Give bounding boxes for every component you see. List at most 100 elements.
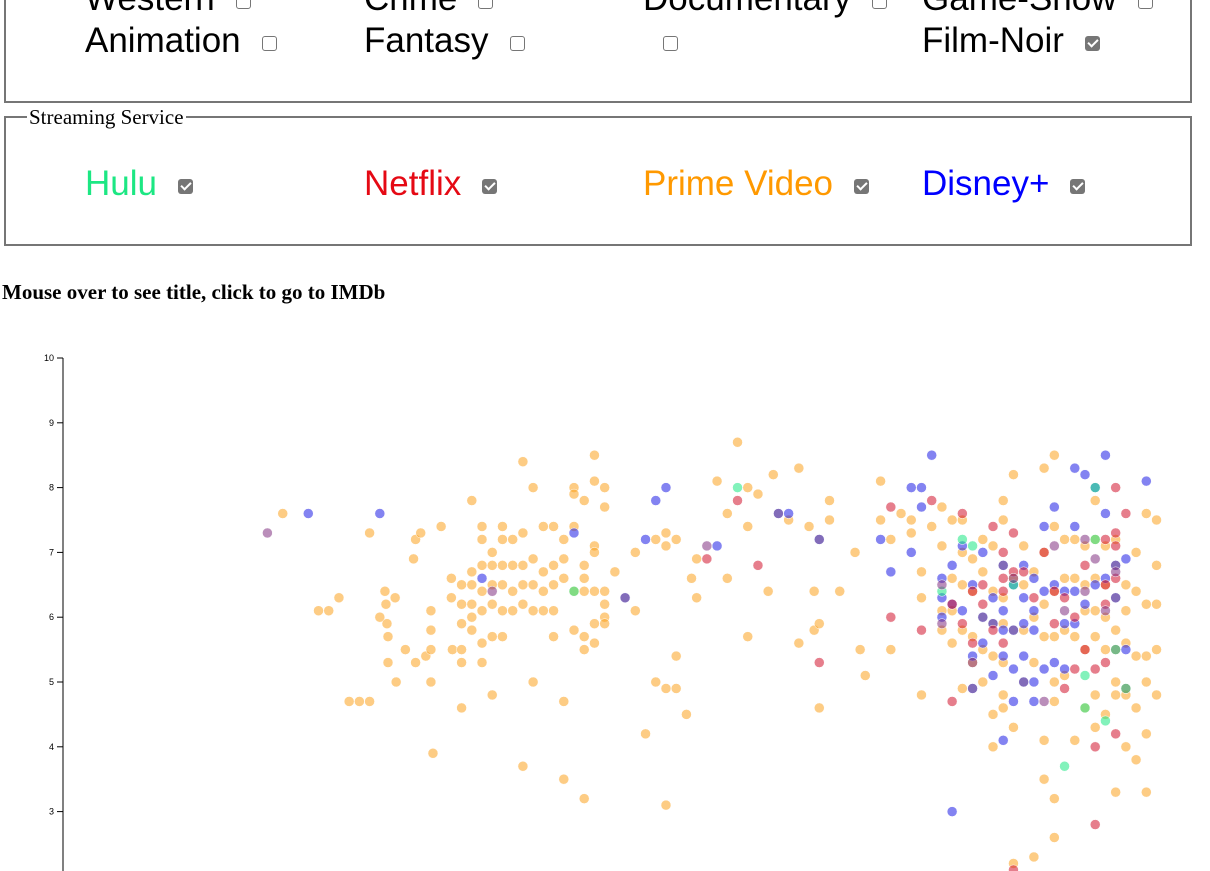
movie-dot-disney-[interactable] [303, 508, 314, 519]
movie-dot-prime-video[interactable] [466, 495, 478, 506]
movie-dot-netflix[interactable] [957, 618, 968, 629]
movie-dot-prime-video[interactable] [793, 637, 805, 649]
movie-dot-prime-video[interactable] [374, 611, 386, 623]
movie-dot-prime-video[interactable] [768, 469, 779, 480]
movie-dot-prime-video[interactable] [599, 586, 610, 597]
service-option-hulu[interactable]: Hulu [85, 164, 193, 204]
movie-dot-prime-video[interactable] [1038, 462, 1050, 474]
movie-dot-prime-video[interactable] [538, 605, 549, 616]
service-option-disney--checkbox[interactable] [1070, 178, 1086, 194]
movie-dot-prime-video[interactable] [456, 644, 467, 655]
movie-dot-prime-video[interactable] [1089, 495, 1101, 506]
movie-dot-prime-video[interactable] [1110, 676, 1121, 688]
movie-dot-prime-video[interactable] [936, 540, 948, 552]
movie-dot-prime-video[interactable] [408, 553, 419, 565]
movie-dot-disney-[interactable] [1120, 644, 1132, 655]
movie-dot-prime-video[interactable] [681, 709, 692, 720]
movie-dot-prime-video[interactable] [803, 521, 815, 532]
movie-dot-prime-video[interactable] [578, 560, 590, 571]
movie-dot-prime-video[interactable] [752, 488, 764, 500]
movie-dot-prime-video[interactable] [456, 579, 467, 591]
movie-dot-prime-video[interactable] [333, 592, 345, 604]
genre-option-film-noir-checkbox[interactable] [1084, 35, 1100, 51]
movie-dot-prime-video[interactable] [497, 579, 508, 591]
movie-dot-prime-video[interactable] [558, 696, 570, 707]
movie-dot-prime-video[interactable] [977, 534, 989, 545]
movie-dot-prime-video[interactable] [558, 553, 570, 565]
movie-dot-prime-video[interactable] [568, 488, 580, 500]
movie-dot-netflix[interactable] [1038, 547, 1050, 558]
genre-option-film-noir[interactable]: Film-Noir [922, 21, 1100, 61]
movie-dot-prime-video[interactable] [599, 618, 610, 629]
movie-dot-netflix[interactable] [1089, 819, 1101, 830]
movie-dot-prime-video[interactable] [476, 605, 488, 616]
genre-option-fantasy-checkbox[interactable] [509, 35, 525, 51]
movie-dot-prime-video[interactable] [824, 495, 835, 506]
movie-dot-prime-video[interactable] [527, 676, 539, 688]
movie-dot-prime-video[interactable] [1069, 573, 1081, 584]
movie-dot-netflix[interactable] [1100, 657, 1111, 668]
movie-dot-disney-[interactable] [997, 560, 1009, 571]
movie-dot-prime-video[interactable] [466, 611, 478, 623]
movie-dot-netflix[interactable] [1110, 540, 1121, 552]
movie-dot-prime-video[interactable] [589, 547, 600, 558]
movie-dot-netflix[interactable] [997, 586, 1009, 597]
movie-dot-disney-[interactable] [1038, 586, 1050, 597]
movie-dot-prime-video[interactable] [1151, 644, 1162, 655]
movie-dot-prime-video[interactable] [808, 586, 820, 597]
movie-dot-prime-video[interactable] [578, 573, 590, 584]
movie-dot-prime-video[interactable] [957, 579, 968, 591]
movie-dot-prime-video[interactable] [691, 592, 702, 604]
movie-dot-prime-video[interactable] [466, 579, 478, 591]
service-option-prime-video[interactable]: Prime Video [643, 164, 870, 204]
movie-dot-prime-video[interactable] [390, 676, 402, 688]
movie-dot-netflix[interactable] [1069, 663, 1081, 675]
movie-dot-netflix[interactable] [1008, 864, 1019, 871]
movie-dot-prime-video[interactable] [906, 527, 917, 539]
movie-dot-disney-[interactable] [875, 534, 886, 545]
movie-dot-disney-[interactable] [987, 670, 999, 681]
movie-dot-prime-video[interactable] [1130, 586, 1142, 597]
movie-dot-prime-video[interactable] [558, 573, 570, 584]
movie-dot-prime-video[interactable] [1069, 534, 1081, 545]
movie-dot-netflix-disney-[interactable] [1049, 540, 1060, 552]
movie-dot-prime-video[interactable] [997, 514, 1009, 526]
movie-dot-prime-video[interactable] [415, 527, 426, 539]
movie-dot-netflix[interactable] [1110, 482, 1121, 493]
movie-dot-netflix[interactable] [1059, 592, 1070, 604]
movie-dot-disney-[interactable] [1141, 475, 1152, 487]
movie-dot-hulu[interactable] [1110, 644, 1121, 655]
movie-dot-disney-[interactable] [906, 547, 917, 558]
movie-dot-prime-video[interactable] [527, 482, 539, 493]
movie-dot-disney-[interactable] [906, 482, 917, 493]
movie-dot-prime-video[interactable] [814, 618, 825, 629]
movie-dot-disney-[interactable] [1079, 598, 1091, 610]
movie-dot-prime-video[interactable] [834, 586, 845, 597]
movie-dot-netflix[interactable] [1100, 534, 1111, 545]
movie-dot-prime-video[interactable] [1130, 754, 1142, 766]
movie-dot-netflix[interactable] [977, 598, 989, 610]
movie-dot-prime-video[interactable] [456, 598, 467, 610]
movie-dot-prime-video[interactable] [987, 741, 999, 753]
service-option-netflix-checkbox[interactable] [482, 178, 498, 194]
movie-dot-prime-video[interactable] [497, 631, 508, 642]
movie-dot-prime-video[interactable] [660, 540, 672, 552]
movie-dot-disney-[interactable] [916, 501, 927, 513]
movie-dot-prime-video[interactable] [507, 586, 518, 597]
movie-dot-prime-video[interactable] [497, 605, 508, 616]
movie-dot-prime-video[interactable] [466, 624, 478, 636]
movie-dot-prime-video[interactable] [742, 482, 753, 493]
genre-option-blank[interactable] [643, 21, 678, 61]
movie-dot-prime-video[interactable] [389, 592, 401, 604]
movie-dot-netflix[interactable] [926, 495, 937, 506]
movie-dot-prime-video[interactable] [722, 573, 733, 584]
movie-dot-prime-video[interactable] [977, 676, 989, 688]
movie-dot-prime-video[interactable] [476, 534, 488, 545]
genre-option-animation[interactable]: Animation [85, 21, 277, 61]
movie-dot-prime-video[interactable] [527, 553, 539, 565]
movie-dot-netflix-disney-[interactable] [936, 579, 948, 591]
movie-dot-prime-video[interactable] [427, 748, 439, 759]
movie-dot-disney-[interactable] [1028, 624, 1040, 636]
movie-dot-prime-video[interactable] [497, 534, 508, 545]
movie-dot-netflix-disney-[interactable] [262, 527, 273, 539]
